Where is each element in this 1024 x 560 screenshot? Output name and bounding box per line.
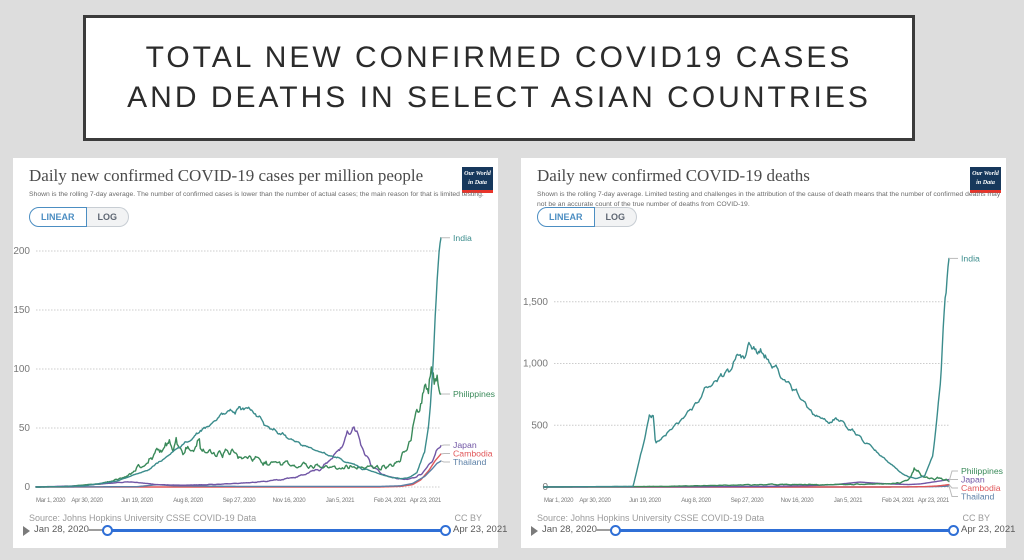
svg-text:150: 150	[13, 305, 30, 316]
svg-text:Cambodia: Cambodia	[961, 483, 1001, 493]
svg-text:100: 100	[13, 364, 30, 375]
svg-text:1,500: 1,500	[523, 297, 548, 308]
svg-text:0: 0	[24, 482, 30, 493]
svg-text:200: 200	[13, 246, 30, 257]
svg-text:Thailand: Thailand	[453, 457, 486, 467]
svg-text:Japan: Japan	[961, 475, 985, 485]
svg-text:India: India	[961, 253, 980, 263]
svg-text:Thailand: Thailand	[961, 492, 994, 502]
svg-text:India: India	[453, 233, 472, 243]
svg-text:500: 500	[531, 420, 548, 431]
svg-text:1,000: 1,000	[523, 359, 548, 370]
svg-text:Philippines: Philippines	[453, 389, 496, 399]
svg-text:50: 50	[19, 423, 31, 434]
svg-text:Japan: Japan	[453, 440, 477, 450]
svg-text:Philippines: Philippines	[961, 466, 1004, 476]
